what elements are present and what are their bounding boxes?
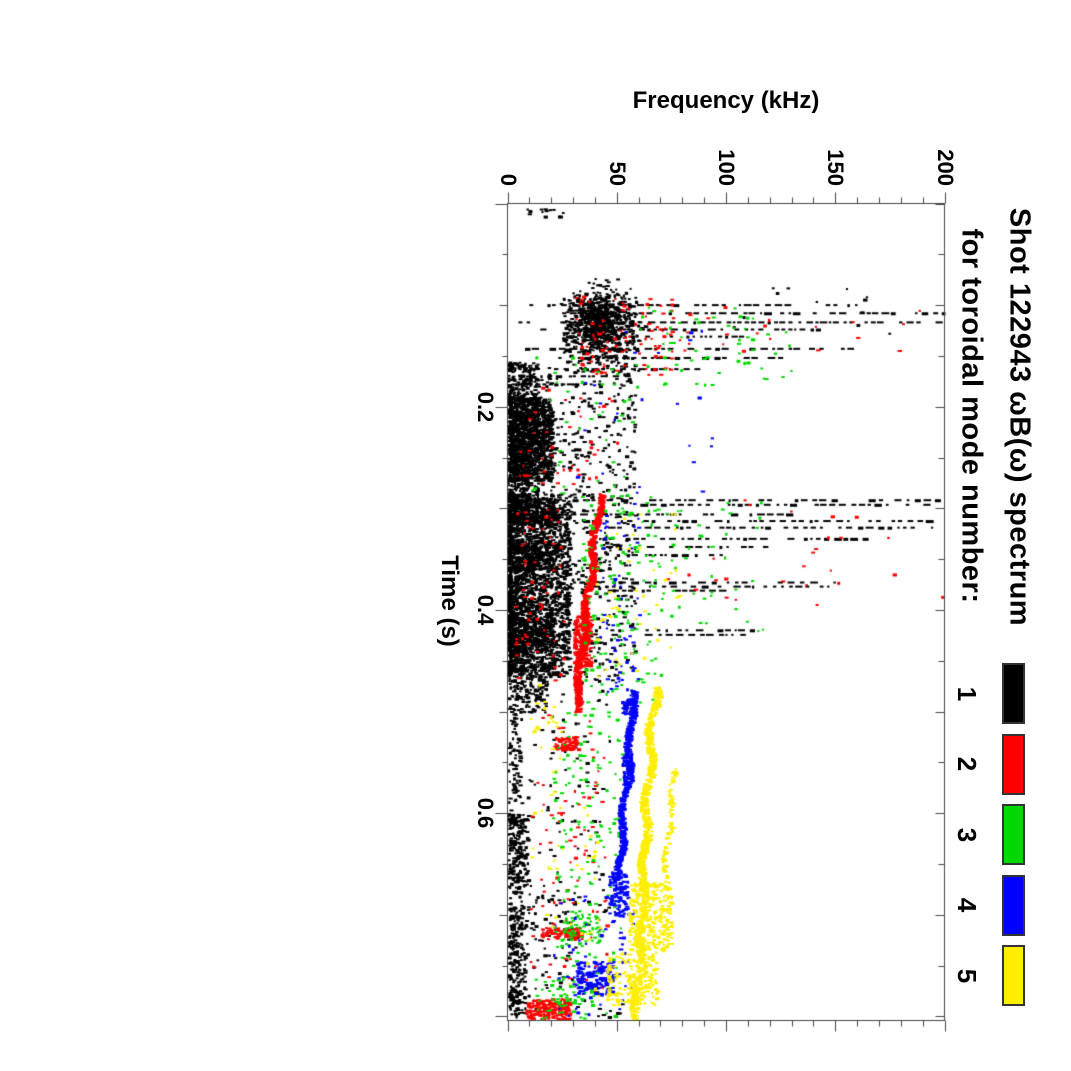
legend-label-4: 4 bbox=[952, 897, 982, 913]
plot-title-line2: for toroidal mode number: bbox=[955, 228, 988, 604]
legend-label-5: 5 bbox=[952, 968, 982, 983]
time-tick-label-0.2: 0.2 bbox=[473, 391, 498, 423]
legend-label-1: 1 bbox=[952, 686, 982, 701]
legend-swatch-3 bbox=[1002, 804, 1025, 865]
time-axis-title: Time (s) bbox=[436, 555, 463, 647]
freq-tick-label-50: 50 bbox=[604, 161, 630, 186]
legend-label-2: 2 bbox=[952, 756, 982, 772]
legend-swatch-2 bbox=[1002, 733, 1025, 795]
freq-tick-label-100: 100 bbox=[714, 149, 739, 186]
plot-title-line1: Shot 122943 ωB(ω) spectrum bbox=[1003, 207, 1036, 627]
legend-swatch-1 bbox=[1002, 663, 1025, 724]
freq-tick-label-150: 150 bbox=[823, 149, 849, 186]
frequency-axis-title: Frequency (kHz) bbox=[632, 87, 820, 114]
legend-label-3: 3 bbox=[952, 827, 982, 842]
freq-tick-label-200: 200 bbox=[932, 149, 958, 186]
freq-tick-label-0: 0 bbox=[495, 173, 521, 186]
time-tick-label-0.4: 0.4 bbox=[473, 594, 498, 626]
legend-swatch-4 bbox=[1002, 874, 1025, 936]
time-tick-label-0.6: 0.6 bbox=[473, 797, 498, 829]
legend-swatch-5 bbox=[1002, 945, 1025, 1006]
